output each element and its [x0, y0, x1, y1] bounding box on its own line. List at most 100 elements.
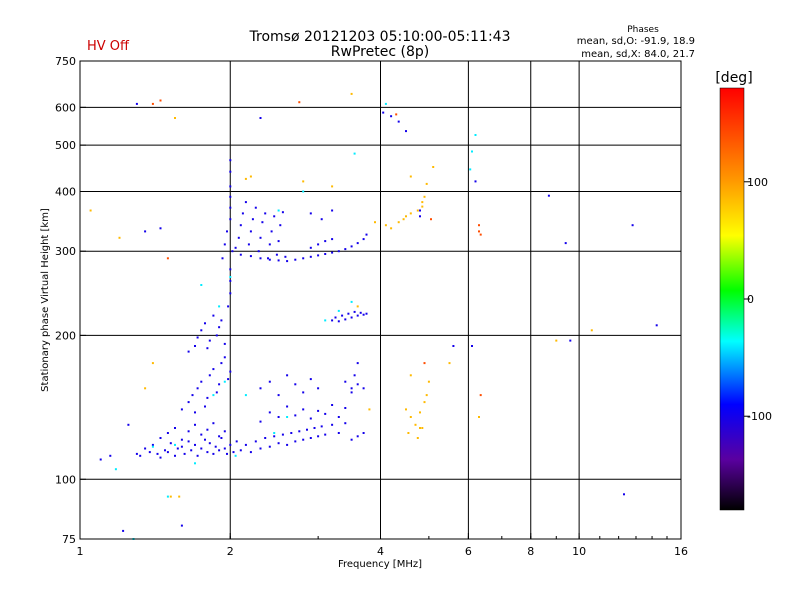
data-point [148, 451, 151, 454]
data-point [390, 115, 393, 118]
data-point [223, 447, 226, 450]
data-point [187, 440, 190, 443]
data-point [334, 316, 337, 319]
data-point [344, 407, 347, 409]
data-point [159, 437, 162, 439]
y-tick-label: 200 [55, 329, 76, 342]
data-point [320, 218, 323, 221]
data-point [259, 420, 262, 423]
data-point [341, 314, 344, 317]
data-point [409, 175, 412, 178]
data-point [402, 218, 405, 221]
data-point [196, 336, 199, 339]
data-point [331, 238, 334, 241]
data-point [254, 206, 257, 209]
data-point [273, 435, 276, 438]
data-point [547, 194, 550, 197]
data-point [218, 449, 221, 452]
data-point [331, 251, 334, 254]
data-point [174, 117, 176, 119]
data-point [212, 314, 215, 317]
y-tick-label: 300 [55, 245, 76, 258]
data-point [309, 255, 312, 258]
data-point [226, 452, 228, 455]
data-point [232, 451, 235, 454]
data-point [469, 168, 472, 171]
data-point [331, 209, 334, 212]
data-point [368, 408, 371, 411]
data-point [268, 380, 271, 383]
data-point [313, 427, 316, 429]
data-point [277, 240, 280, 243]
data-point [350, 92, 353, 95]
data-point [229, 370, 232, 373]
data-point [419, 215, 421, 218]
data-point [279, 224, 282, 227]
data-point [229, 443, 232, 446]
data-point [244, 201, 247, 204]
data-point [229, 185, 232, 188]
data-point [419, 209, 421, 212]
data-point [421, 427, 424, 429]
data-point [331, 185, 334, 188]
data-point [302, 180, 305, 183]
data-point [423, 362, 426, 365]
y-tick-label: 400 [55, 185, 76, 198]
data-point [337, 416, 340, 418]
data-point [384, 224, 387, 227]
colorbar-label: [deg] [715, 70, 752, 86]
x-tick-label: 2 [227, 545, 234, 558]
data-point [218, 305, 221, 308]
data-point [298, 430, 301, 433]
data-point [294, 414, 297, 417]
data-point [200, 447, 203, 450]
data-point [151, 445, 154, 448]
data-point [122, 529, 125, 532]
data-point [419, 411, 421, 414]
data-point [114, 468, 117, 471]
data-point [259, 387, 262, 390]
data-point [270, 230, 273, 233]
data-point [194, 443, 196, 446]
data-point [180, 524, 183, 527]
data-point [344, 380, 347, 383]
data-point [384, 102, 387, 105]
data-point [144, 447, 147, 450]
data-point [569, 339, 572, 342]
data-point [302, 190, 305, 193]
data-point [479, 233, 482, 236]
data-point [374, 221, 376, 224]
data-point [337, 309, 340, 312]
data-point [229, 218, 232, 221]
y-tick-label: 100 [55, 473, 76, 486]
data-point [223, 243, 226, 246]
data-point [286, 260, 289, 263]
data-point [331, 404, 334, 406]
data-point [298, 101, 301, 104]
data-points [89, 92, 658, 540]
data-point [324, 319, 327, 322]
data-point [229, 159, 232, 162]
data-point [474, 134, 477, 136]
data-point [200, 329, 203, 332]
data-point [397, 221, 400, 224]
data-point [306, 428, 308, 431]
data-point [267, 257, 269, 260]
data-point [174, 454, 176, 457]
data-point [194, 423, 196, 426]
data-point [166, 495, 169, 498]
x-tick-label: 1 [77, 545, 84, 558]
x-tick-label: 6 [465, 545, 472, 558]
data-point [229, 170, 232, 173]
data-point [344, 248, 347, 251]
data-point [317, 435, 320, 438]
data-point [254, 440, 257, 443]
data-point [479, 394, 482, 397]
data-point [127, 423, 130, 426]
data-point [268, 445, 271, 448]
data-point [235, 440, 238, 443]
data-point [215, 334, 218, 337]
data-point [223, 342, 226, 345]
data-point [200, 380, 203, 383]
data-point [302, 391, 305, 394]
